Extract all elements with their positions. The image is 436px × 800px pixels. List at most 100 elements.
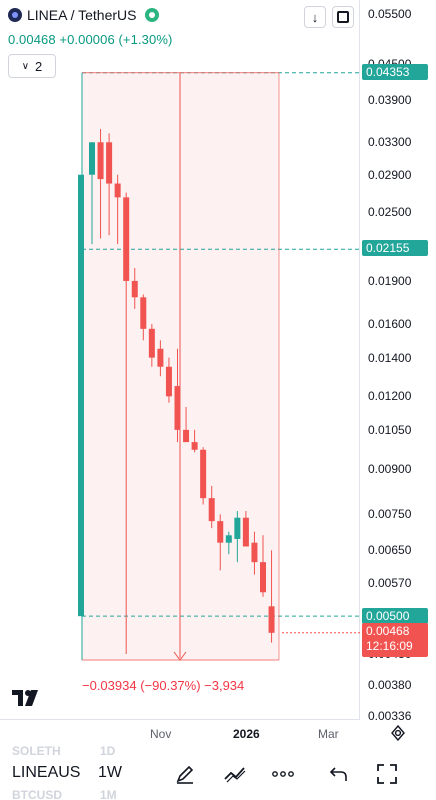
candle-body <box>251 542 258 563</box>
symbol-selector[interactable]: LINEAUS <box>12 764 81 781</box>
horizontal-levels <box>82 72 360 634</box>
candle <box>183 407 190 443</box>
price-tick: 0.01200 <box>368 389 412 404</box>
candle <box>234 511 241 563</box>
ghost-symbol: SOLETH <box>12 744 61 758</box>
drawing-tool-button[interactable] <box>172 762 198 786</box>
candle-body <box>89 142 95 175</box>
current-price-value: 0.00468 <box>366 624 410 638</box>
price-tick: 0.00750 <box>368 507 412 522</box>
interval-selector[interactable]: 1W <box>98 764 122 781</box>
price-tick: 0.03300 <box>368 135 412 150</box>
candle <box>114 174 121 245</box>
candle-body <box>140 297 147 329</box>
candle-body <box>200 449 207 499</box>
candle <box>217 514 224 571</box>
time-label-nov: Nov <box>150 727 172 741</box>
candle <box>157 340 164 377</box>
more-button[interactable] <box>270 762 296 786</box>
chevron-down-icon: ∨ <box>21 60 30 72</box>
candle <box>123 192 130 655</box>
candle <box>148 324 155 367</box>
measure-result: −0.03934 (−90.37%) −3,934 <box>82 678 245 693</box>
ghost-interval: 1M <box>100 788 117 800</box>
current-price-label: 0.00468 12:16:09 <box>362 623 428 657</box>
candle-body <box>131 280 138 298</box>
candle-body <box>165 366 172 397</box>
symbol-picker-ghost-row-1: SOLETH 1D <box>12 744 115 758</box>
candle <box>260 535 266 597</box>
price-tick: 0.03900 <box>368 93 412 108</box>
time-axis[interactable]: Nov 2026 Mar <box>0 722 436 746</box>
level-label-top: 0.04353 <box>362 64 428 80</box>
candle-body <box>157 348 164 367</box>
price-tick: 0.02900 <box>368 167 412 182</box>
price-chart[interactable] <box>0 0 360 720</box>
settings-icon[interactable] <box>390 725 406 741</box>
candle <box>106 133 113 236</box>
level-label-mid: 0.02155 <box>362 240 428 256</box>
candle <box>225 531 232 555</box>
candle-body <box>148 328 155 358</box>
candle <box>97 128 104 239</box>
candle-body <box>217 521 224 543</box>
bar-countdown: 12:16:09 <box>366 639 413 653</box>
price-tick: 0.02500 <box>368 205 412 219</box>
time-label-mar: Mar <box>318 727 339 741</box>
undo-icon <box>329 767 347 781</box>
price-tick: 0.00380 <box>368 678 412 693</box>
price-tick: 0.00650 <box>368 543 412 558</box>
expand-button[interactable] <box>374 762 400 786</box>
indicators-icon <box>224 767 246 783</box>
candle <box>200 447 207 505</box>
ghost-interval: 1D <box>100 744 116 758</box>
symbol-title[interactable]: LINEA / TetherUS <box>27 7 137 23</box>
candle <box>89 142 95 245</box>
time-label-2026: 2026 <box>233 727 260 741</box>
download-button[interactable]: ↓ <box>304 6 326 28</box>
price-tick: 0.01050 <box>368 422 412 437</box>
level-label-low: 0.00500 <box>362 608 428 624</box>
price-tick: 0.00336 <box>368 709 412 723</box>
price-tick: 0.01400 <box>368 350 412 365</box>
range-bar <box>78 174 84 617</box>
candle <box>208 485 215 529</box>
fullscreen-icon <box>337 11 349 23</box>
bottom-toolbar: SOLETH 1D LINEAUS 1W BTCUSD 1M <box>0 744 436 800</box>
candles <box>78 128 275 655</box>
candle-body <box>234 517 241 539</box>
price-tick: 0.00570 <box>368 576 412 591</box>
chart-header: LINEA / TetherUS 0.00468 +0.00006 (+1.30… <box>0 0 360 82</box>
candle-body <box>242 517 249 547</box>
market-open-icon <box>145 8 160 22</box>
candle-body <box>106 142 113 184</box>
measure-tool <box>81 72 280 661</box>
candle-body <box>174 386 181 430</box>
more-icon <box>272 771 294 777</box>
candle <box>242 511 249 547</box>
candle <box>191 429 198 453</box>
candle-body <box>114 183 121 198</box>
candle <box>131 268 138 309</box>
ghost-symbol: BTCUSD <box>12 788 62 800</box>
price-tick: 0.01900 <box>368 273 412 288</box>
candle-body <box>268 606 275 633</box>
candle <box>174 348 181 443</box>
measure-arrow-head <box>173 651 187 661</box>
price-tick: 0.05500 <box>368 7 412 21</box>
arrow-down-icon: ↓ <box>311 9 319 25</box>
candle-body <box>225 535 232 543</box>
candle <box>165 357 172 403</box>
candle-body <box>183 429 190 443</box>
price-tick: 0.00900 <box>368 461 412 476</box>
indicators-button[interactable] <box>222 762 248 786</box>
symbol-row[interactable]: LINEA / TetherUS <box>8 7 160 23</box>
undo-button[interactable] <box>326 762 352 786</box>
candle-body <box>208 498 215 522</box>
symbol-picker-ghost-row-2: BTCUSD 1M <box>12 788 117 800</box>
pen-icon <box>176 765 194 784</box>
tradingview-logo[interactable] <box>12 690 42 706</box>
fullscreen-button[interactable] <box>332 6 354 28</box>
candle <box>268 550 275 643</box>
indicator-count-toggle[interactable]: ∨ 2 <box>8 54 56 78</box>
